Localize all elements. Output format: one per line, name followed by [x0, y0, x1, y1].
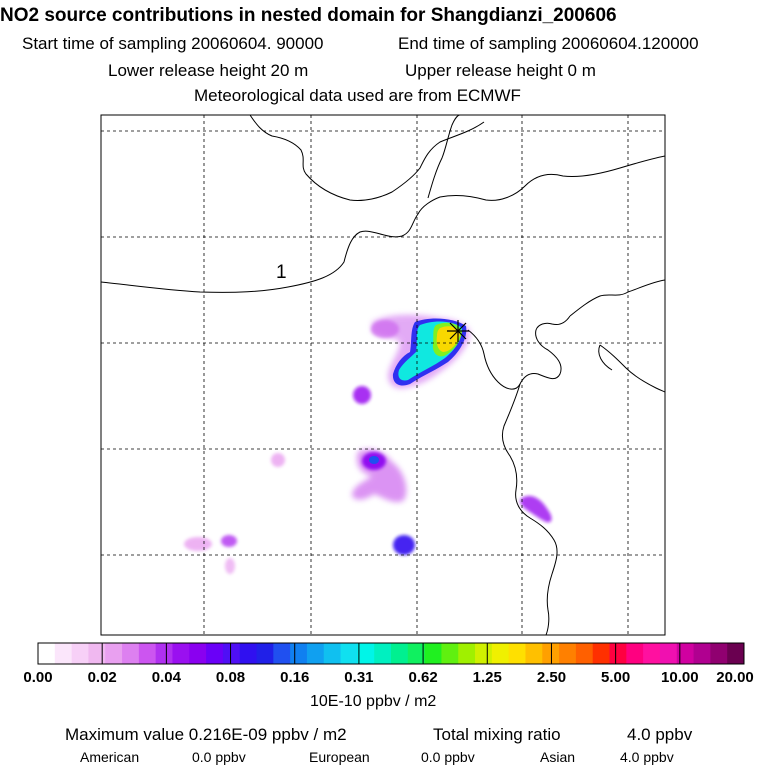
max-value-text: Maximum value 0.216E-09 ppbv / m2 [65, 725, 347, 744]
european-label: European [309, 749, 370, 765]
colorbar-tick-label: 10.00 [661, 669, 699, 686]
colorbar-cell [626, 643, 644, 664]
colorbar-cell [105, 643, 123, 664]
colorbar-cell [542, 643, 560, 664]
colorbar-cell [340, 643, 358, 664]
colorbar-tick-label: 1.25 [472, 669, 502, 686]
lower-height-text: Lower release height 20 m [108, 61, 309, 80]
total-mixing-value: 4.0 ppbv [627, 725, 693, 744]
contour-label: 1 [276, 262, 287, 283]
plume-patch [221, 535, 237, 547]
colorbar-cell [155, 643, 173, 664]
plume-patch [371, 320, 399, 338]
colorbar-cell [575, 643, 594, 664]
colorbar-cell [407, 643, 426, 664]
american-label: American [80, 749, 140, 765]
colorbar-cell [256, 643, 274, 664]
colorbar-cell [525, 643, 543, 664]
end-time-text: End time of sampling 20060604.120000 [398, 34, 699, 53]
colorbar-cell [54, 643, 73, 664]
upper-height-text: Upper release height 0 m [405, 61, 596, 80]
colorbar-cell [273, 643, 291, 664]
colorbar-cell [222, 643, 241, 664]
asian-label: Asian [540, 749, 576, 765]
plume-patch [353, 386, 371, 404]
map-area: 1 [101, 115, 665, 635]
european-value: 0.0 ppbv [421, 749, 475, 765]
colorbar-cell [290, 643, 308, 664]
colorbar-cell [138, 643, 157, 664]
colorbar-tick-label: 0.16 [280, 669, 310, 686]
colorbar-cell [609, 643, 627, 664]
station-star-marker [447, 320, 469, 342]
met-data-text: Meteorological data used are from ECMWF [194, 86, 521, 105]
plume-patch [271, 453, 285, 467]
colorbar-cell [172, 643, 190, 664]
colorbar-cell [357, 643, 375, 664]
colorbar-cell [323, 643, 342, 664]
colorbar-cell [239, 643, 258, 664]
colorbar [38, 643, 745, 664]
coastlines [101, 115, 665, 635]
start-time-text: Start time of sampling 20060604. 90000 [22, 34, 324, 53]
colorbar-cell [122, 643, 140, 664]
colorbar-cell [189, 643, 207, 664]
colorbar-cell [559, 643, 577, 664]
colorbar-cell [424, 643, 442, 664]
chart-title: NO2 source contributions in nested domai… [0, 5, 617, 26]
plume-patch [184, 537, 212, 551]
colorbar-cell [710, 643, 728, 664]
plume-patch [369, 456, 379, 464]
colorbar-cell [206, 643, 224, 664]
plume-patch [520, 495, 552, 523]
asian-value: 4.0 ppbv [620, 749, 674, 765]
colorbar-tick-label: 0.00 [23, 669, 53, 686]
colorbar-cell [592, 643, 611, 664]
colorbar-tick-label: 20.00 [716, 669, 754, 686]
colorbar-cell [374, 643, 392, 664]
colorbar-tick-label: 0.04 [151, 669, 181, 686]
colorbar-tick-marks [37, 643, 745, 664]
colorbar-tick-label: 0.02 [87, 669, 117, 686]
concentration-plumes [184, 314, 552, 574]
map-frame [100, 114, 666, 636]
colorbar-tick-label: 0.62 [408, 669, 438, 686]
colorbar-cell [88, 643, 106, 664]
colorbar-cell [458, 643, 476, 664]
colorbar-cell [71, 643, 89, 664]
american-value: 0.0 ppbv [192, 749, 246, 765]
colorbar-unit-label: 10E-10 ppbv / m2 [310, 693, 437, 710]
colorbar-cell [659, 643, 678, 664]
colorbar-cell [491, 643, 510, 664]
colorbar-cell [306, 643, 325, 664]
colorbar-cell [475, 643, 493, 664]
colorbar-cell [508, 643, 526, 664]
colorbar-tick-label: 0.08 [215, 669, 246, 686]
colorbar-cell [693, 643, 711, 664]
total-mixing-label: Total mixing ratio [433, 725, 561, 744]
colorbar-tick-label: 5.00 [601, 669, 631, 686]
colorbar-cell [727, 643, 745, 664]
colorbar-tick-label: 0.31 [344, 669, 374, 686]
colorbar-cell [643, 643, 661, 664]
plume-patch [225, 558, 235, 574]
colorbar-cell [38, 643, 56, 664]
graticule [101, 115, 665, 635]
colorbar-cell [441, 643, 459, 664]
colorbar-cell [676, 643, 695, 664]
colorbar-cell [391, 643, 409, 664]
colorbar-tick-label: 2.50 [536, 669, 567, 686]
plume-main-yellow [436, 326, 460, 352]
plume-patch [393, 535, 415, 555]
